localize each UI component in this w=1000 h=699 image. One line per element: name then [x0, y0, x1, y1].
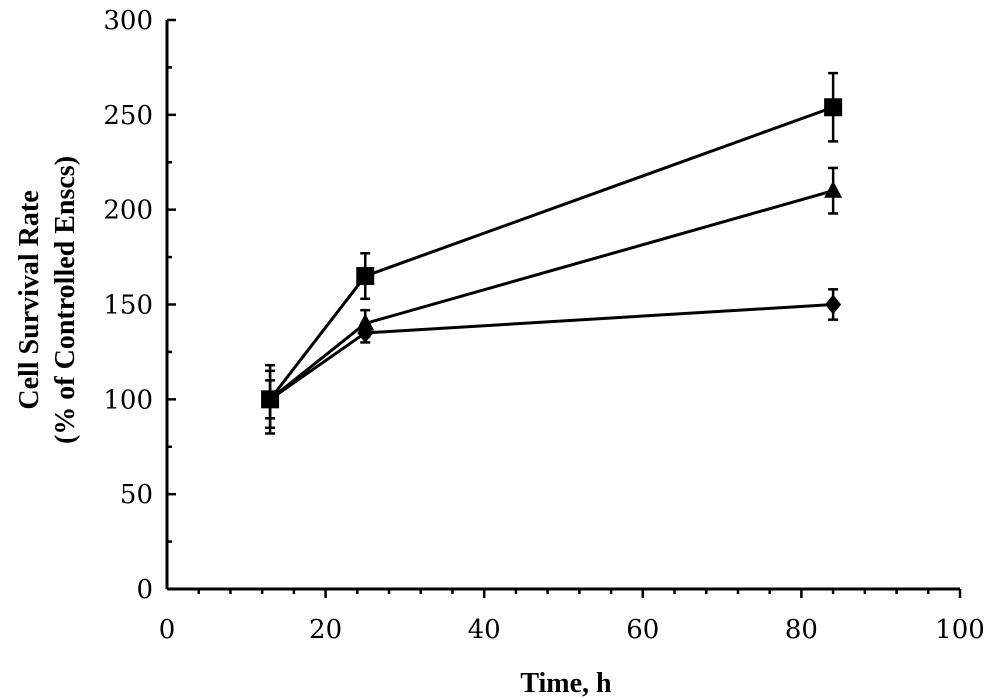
- x-tick-label: 40: [468, 615, 501, 645]
- x-tick-label: 60: [626, 615, 659, 645]
- square-marker: [261, 390, 280, 409]
- y-axis-title-line2: (% of Controlled Enscs): [50, 156, 81, 444]
- series-line: [269, 303, 834, 401]
- y-tick-label: 50: [120, 480, 153, 510]
- tick-labels: 0 20 40 60 80 100 0 50 100 150 200 250 300: [103, 6, 984, 645]
- series-square: [261, 71, 843, 420]
- y-tick-label: 300: [103, 6, 153, 36]
- x-axis-title: Time, h: [520, 668, 612, 699]
- x-tick-label: 20: [309, 615, 342, 645]
- square-marker: [824, 98, 843, 117]
- y-tick-label: 0: [136, 575, 153, 605]
- series-line: [268, 105, 834, 401]
- x-tick-label: 80: [785, 615, 818, 645]
- square-marker: [356, 267, 375, 286]
- diamond-marker: [825, 294, 842, 315]
- y-tick-label: 150: [103, 291, 153, 321]
- y-tick-label: 250: [103, 101, 153, 131]
- x-tick-label: 0: [159, 615, 176, 645]
- y-axis-title-line1: Cell Survival Rate: [14, 190, 45, 409]
- x-tick-label: 100: [935, 615, 985, 645]
- series-line: [269, 189, 834, 401]
- series-layer: [261, 71, 843, 435]
- triangle-marker: [356, 313, 375, 331]
- triangle-marker: [824, 180, 843, 198]
- series-diamond: [262, 288, 842, 435]
- y-tick-label: 200: [103, 196, 153, 226]
- axes: [165, 18, 962, 598]
- y-tick-label: 100: [103, 385, 153, 415]
